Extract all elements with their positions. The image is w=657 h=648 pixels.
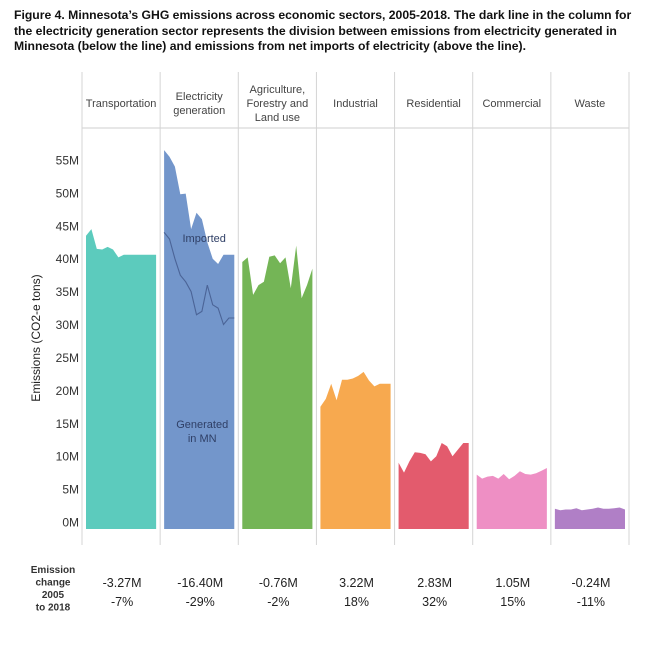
change-percent-value: 18% <box>344 595 369 609</box>
change-row-label: Emission <box>31 565 75 576</box>
y-axis: Emissions (CO2-e tons) 0M 5M 10M 15M 20M 25M 30… <box>29 154 79 530</box>
change-percent-value: -11% <box>577 595 605 609</box>
change-absolute-value: -3.27M <box>103 576 142 590</box>
generated-label: in MN <box>188 433 217 445</box>
change-percent-value: -2% <box>267 595 289 609</box>
generated-imported-divider-line <box>163 232 235 326</box>
emission-change-row: -3.27M -7% -16.40M -29% -0.76M -2% 3.22M 18% 2.8… <box>31 565 611 614</box>
change-percent-value: -7% <box>111 595 133 609</box>
y-tick-label: 15M <box>56 417 79 431</box>
sector-header-label: Electricity <box>176 91 224 103</box>
chart-frame <box>81 72 630 545</box>
area-agriculture-forestry-and-land-use <box>242 245 313 529</box>
y-tick-label: 30M <box>56 318 79 332</box>
sector-header-label: Transportation <box>86 98 157 110</box>
sector-header-label: Industrial <box>333 98 378 110</box>
area-electricity-generation <box>164 150 235 529</box>
y-tick-label: 0M <box>62 516 79 530</box>
change-absolute-value: -0.24M <box>571 576 610 590</box>
change-percent-value: -29% <box>186 595 215 609</box>
y-tick-label: 50M <box>56 186 79 200</box>
sector-headers: Transportation Electricity generation Agric… <box>86 84 606 124</box>
sector-header-label: Commercial <box>482 98 541 110</box>
change-percent-value: 15% <box>500 595 525 609</box>
change-absolute-value: -16.40M <box>177 576 223 590</box>
change-row-label: to 2018 <box>36 603 71 614</box>
y-tick-label: 5M <box>62 483 79 497</box>
sector-header-label: Land use <box>255 112 300 124</box>
area-industrial <box>320 371 391 529</box>
y-tick-label: 25M <box>56 351 79 365</box>
sector-header-label: Residential <box>406 98 460 110</box>
change-row-label: 2005 <box>42 590 65 601</box>
area-waste <box>554 507 625 529</box>
imported-label: Imported <box>183 233 226 245</box>
sector-areas: Imported Generated in MN <box>86 150 625 529</box>
area-transportation <box>86 229 157 529</box>
y-tick-label: 20M <box>56 384 79 398</box>
change-absolute-value: 3.22M <box>339 576 374 590</box>
y-tick-label: 40M <box>56 252 79 266</box>
sector-header-label: Agriculture, <box>250 84 306 96</box>
y-tick-label: 10M <box>56 450 79 464</box>
change-absolute-value: 1.05M <box>495 576 530 590</box>
y-tick-label: 55M <box>56 154 79 168</box>
change-row-label: change <box>35 578 70 589</box>
change-absolute-value: -0.76M <box>259 576 298 590</box>
sector-header-label: generation <box>173 105 225 117</box>
generated-label: Generated <box>176 419 228 431</box>
sector-header-label: Waste <box>575 98 606 110</box>
change-percent-value: 32% <box>422 595 447 609</box>
sector-header-label: Forestry and <box>246 98 308 110</box>
figure-title: Figure 4. Minnesota’s GHG emissions acro… <box>14 8 632 53</box>
y-tick-label: 35M <box>56 285 79 299</box>
area-commercial <box>476 468 547 529</box>
y-axis-label: Emissions (CO2-e tons) <box>29 274 43 401</box>
y-tick-label: 45M <box>56 219 79 233</box>
change-absolute-value: 2.83M <box>417 576 452 590</box>
area-residential <box>398 443 469 529</box>
